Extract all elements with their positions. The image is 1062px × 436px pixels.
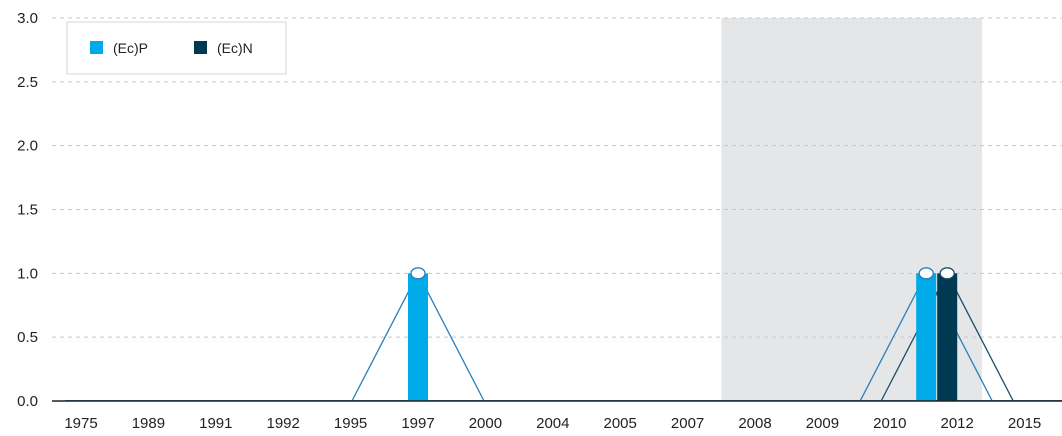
x-tick-label: 2009 [806, 415, 839, 432]
x-tick-label: 2010 [873, 415, 906, 432]
x-tick-label: 1991 [199, 415, 232, 432]
x-tick-label: 1992 [267, 415, 300, 432]
x-tick-label: 1995 [334, 415, 367, 432]
legend: (Ec)P (Ec)N [66, 21, 287, 75]
data-point-marker [939, 267, 955, 280]
bar [408, 273, 428, 401]
legend-label-ecn: (Ec)N [217, 40, 253, 56]
data-point-marker [410, 267, 426, 280]
y-tick-label: 0.0 [17, 393, 38, 410]
y-tick-label: 1.0 [17, 265, 38, 282]
y-tick-label: 2.0 [17, 138, 38, 155]
y-tick-label: 2.5 [17, 74, 38, 91]
legend-label-ecp: (Ec)P [113, 40, 148, 56]
data-point-marker [918, 267, 934, 280]
y-tick-label: 3.0 [17, 10, 38, 27]
x-tick-label: 2005 [604, 415, 637, 432]
bar [937, 273, 958, 401]
bar [916, 273, 937, 401]
y-tick-label: 0.5 [17, 329, 38, 346]
x-tick-label: 2015 [1008, 415, 1041, 432]
x-tick-label: 1989 [132, 415, 165, 432]
x-tick-label: 2000 [469, 415, 502, 432]
x-tick-label: 2007 [671, 415, 704, 432]
legend-swatch-ecp [90, 41, 103, 54]
x-tick-label: 2004 [536, 415, 569, 432]
x-tick-label: 1997 [401, 415, 434, 432]
x-tick-label: 2012 [941, 415, 974, 432]
x-tick-label: 2008 [738, 415, 771, 432]
legend-swatch-ecn [194, 41, 207, 54]
legend-box [66, 21, 287, 75]
y-tick-label: 1.5 [17, 202, 38, 219]
x-tick-label: 1975 [64, 415, 97, 432]
